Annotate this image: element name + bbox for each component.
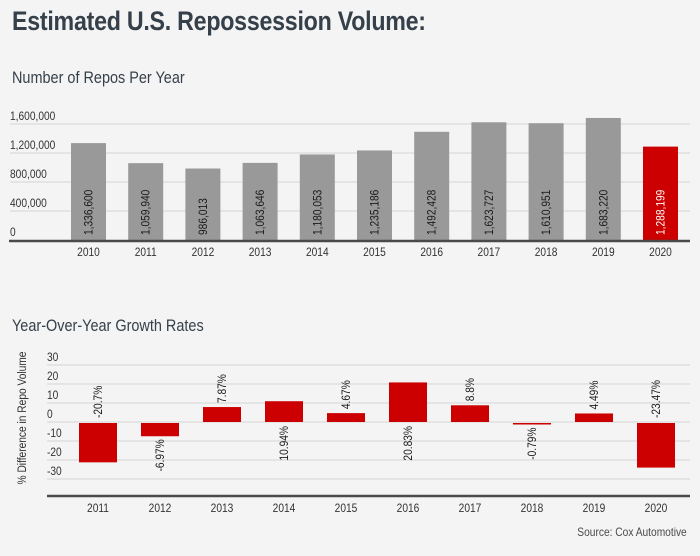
y-tick-label: 20 (47, 370, 58, 383)
y-tick-label: 0 (47, 408, 53, 421)
x-tick-label: 2013 (249, 246, 272, 259)
bar (414, 131, 450, 240)
bar (585, 117, 621, 240)
data-label: 4.49% (588, 380, 601, 409)
chart-2-title: Year-Over-Year Growth Rates (12, 316, 204, 335)
bar (389, 382, 427, 422)
data-label: 1,623,727 (483, 190, 496, 235)
x-tick-label: 2010 (77, 246, 100, 259)
bar (128, 163, 164, 240)
x-tick-label: 2020 (649, 246, 672, 259)
x-tick-label: 2013 (211, 502, 234, 515)
data-label: 7.87% (216, 374, 229, 403)
x-tick-label: 2011 (87, 502, 109, 515)
y-tick-label: -10 (47, 427, 62, 440)
x-tick-label: 2017 (478, 246, 501, 259)
y-tick-label: -20 (47, 446, 62, 459)
bar (451, 405, 489, 422)
y-tick-label: 800,000 (10, 168, 47, 181)
bar (471, 122, 507, 240)
data-label: -23.47% (650, 380, 663, 418)
y-axis-title: % Difference in Repo Volume (16, 352, 29, 485)
x-tick-label: 2019 (592, 246, 615, 259)
x-tick-label: 2014 (306, 246, 329, 259)
bar (357, 150, 392, 240)
data-label: 1,180,053 (312, 190, 325, 235)
x-tick-label: 2012 (192, 246, 215, 259)
data-label: 986,013 (197, 198, 210, 235)
y-tick-label: -30 (47, 465, 62, 478)
x-tick-label: 2016 (420, 246, 443, 259)
data-label: 1,288,199 (655, 190, 668, 235)
data-label: -6.97% (154, 439, 167, 471)
bar (185, 168, 221, 240)
x-tick-label: 2012 (149, 502, 172, 515)
bar (79, 423, 117, 463)
y-tick-label: 1,600,000 (10, 110, 55, 123)
data-label: 10.94% (278, 426, 291, 461)
x-tick-label: 2015 (363, 246, 386, 259)
bar (299, 154, 335, 240)
data-label: 1,610,951 (540, 190, 553, 235)
x-tick-label: 2015 (335, 502, 358, 515)
data-label: 8.8% (464, 378, 477, 401)
data-label: 1,683,220 (598, 190, 611, 235)
bar (327, 413, 365, 422)
data-label: 4.67% (340, 380, 353, 409)
y-tick-label: 10 (47, 389, 58, 402)
data-label: 1,059,940 (140, 190, 153, 235)
bar (637, 423, 675, 468)
data-label: 1,336,600 (83, 190, 96, 235)
x-tick-label: 2011 (135, 246, 157, 259)
bar (575, 413, 613, 422)
main-title: Estimated U.S. Repossession Volume: (12, 6, 426, 36)
x-tick-label: 2017 (459, 502, 482, 515)
bar (528, 123, 564, 240)
bar (265, 401, 303, 422)
y-tick-label: 400,000 (10, 197, 47, 210)
x-tick-label: 2019 (583, 502, 606, 515)
data-label: 1,063,646 (254, 190, 267, 235)
x-tick-label: 2018 (535, 246, 558, 259)
bar (141, 423, 179, 437)
bar (71, 143, 106, 240)
data-label: -0.79% (526, 427, 539, 459)
bar (513, 423, 551, 425)
repos-per-year-chart: 0 400,000 800,000 1,200,000 1,600,000 1,336,6… (9, 110, 690, 259)
data-label: 1,235,186 (369, 190, 382, 235)
x-tick-label: 2018 (521, 502, 544, 515)
x-tick-label: 2014 (273, 502, 296, 515)
source-note: Source: Cox Automotive (577, 525, 687, 539)
y-tick-label: 0 (10, 226, 16, 239)
data-label: 1,492,428 (426, 190, 439, 235)
bar (203, 407, 241, 422)
x-tick-label: 2020 (645, 502, 668, 515)
data-label: 20.83% (402, 426, 415, 461)
bar (643, 146, 678, 240)
y-tick-label: 30 (47, 351, 58, 364)
x-tick-label: 2016 (397, 502, 420, 515)
chart-1-title: Number of Repos Per Year (12, 68, 185, 87)
data-label: -20.7% (92, 386, 105, 418)
y-tick-label: 1,200,000 (10, 139, 55, 152)
bar (242, 162, 278, 240)
